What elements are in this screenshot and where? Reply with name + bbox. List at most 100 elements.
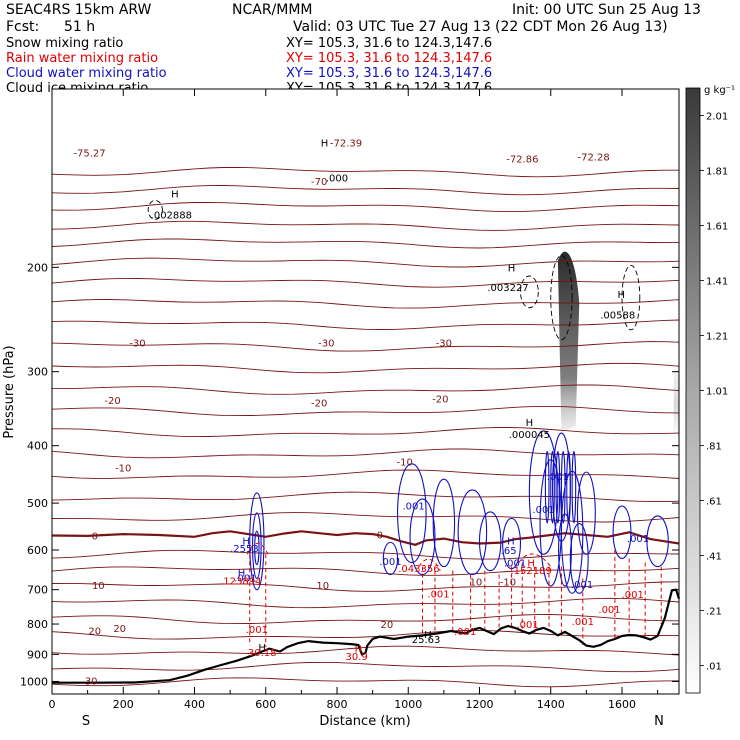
colorbar-tick-label: .21 bbox=[706, 607, 722, 618]
isotherm-line bbox=[51, 549, 680, 560]
snow-contour bbox=[621, 264, 641, 331]
cloud-water-field-xy: XY= 105.3, 31.6 to 124.3,147.6 bbox=[286, 66, 493, 81]
isotherm-label: -20 bbox=[432, 395, 448, 406]
y-tick-label: 500 bbox=[27, 497, 48, 510]
top-isotherm-label: -72.39 bbox=[330, 138, 362, 149]
colorbar-tick-label: 2.01 bbox=[706, 112, 728, 123]
isotherm-line bbox=[52, 427, 680, 438]
snow-contour bbox=[147, 200, 163, 220]
cloud-water-contour bbox=[646, 515, 669, 568]
contour-annotation: .123894 bbox=[220, 577, 261, 588]
colorbar-tick-label: 1.61 bbox=[706, 222, 728, 233]
x-axis-title: Distance (km) bbox=[319, 714, 410, 729]
valid-time: Valid: 03 UTC Tue 27 Aug 13 (22 CDT Mon … bbox=[293, 19, 668, 35]
temperature-isotherms bbox=[51, 166, 680, 688]
y-tick-label: 800 bbox=[27, 618, 48, 631]
isotherm-line bbox=[51, 166, 679, 178]
colorbar-tick-label: 1.41 bbox=[706, 277, 728, 288]
axes: 0 200 400 600 800 1000 1200 1400 160010009008007… bbox=[20, 89, 679, 711]
isotherm-label: -30 bbox=[318, 339, 334, 350]
rain-field-xy: XY= 105.3, 31.6 to 124.3,147.6 bbox=[286, 51, 493, 66]
isotherm-label: 20 bbox=[113, 624, 126, 635]
x-tick-label: 400 bbox=[184, 698, 205, 711]
isotherm-label: -70 bbox=[311, 177, 327, 188]
isotherm-label: -10 bbox=[397, 457, 413, 468]
contour-annotation: .001 bbox=[516, 620, 538, 631]
contour-annotation: .000045 bbox=[509, 430, 550, 441]
isotherm-label: -10 bbox=[115, 463, 131, 474]
colorbar-tick-label: 1.21 bbox=[706, 332, 728, 343]
y-tick-label: 400 bbox=[27, 440, 48, 453]
isotherm-label: -30 bbox=[436, 339, 452, 350]
colorbar bbox=[685, 87, 701, 694]
isotherm-line bbox=[51, 661, 680, 673]
isotherm-line bbox=[51, 645, 680, 656]
cloud-water-contour bbox=[569, 523, 589, 594]
contour-annotation: H bbox=[238, 569, 246, 580]
cloud-water-contour bbox=[249, 492, 265, 591]
colorbar-tick-label: .61 bbox=[706, 497, 722, 508]
cloud-water-core bbox=[571, 450, 577, 524]
contour-annotation: H bbox=[618, 290, 626, 301]
forecast-hour: 51 h bbox=[64, 19, 96, 35]
isotherm-line bbox=[51, 469, 680, 479]
isotherm-label: 10 bbox=[92, 581, 105, 592]
contour-annotation: .001 bbox=[532, 505, 554, 516]
contour-annotation: .152189 bbox=[510, 566, 551, 577]
y-tick-label: 700 bbox=[27, 584, 48, 597]
cloud-water-contour bbox=[457, 489, 488, 576]
colorbar-tick-label: 1.01 bbox=[706, 387, 728, 398]
contour-annotation: H bbox=[258, 643, 266, 654]
cloud-water-contour bbox=[528, 430, 559, 555]
isotherm-line bbox=[51, 405, 680, 417]
isotherm-line bbox=[51, 238, 679, 249]
y-tick-label: 600 bbox=[27, 544, 48, 557]
terrain-line bbox=[52, 588, 681, 684]
contour-annotation: .000 bbox=[326, 173, 348, 184]
contour-annotation: H bbox=[526, 418, 534, 429]
colorbar-tick-label: .41 bbox=[706, 552, 722, 563]
forecast-label: Fcst: bbox=[6, 19, 40, 35]
contour-annotation: H bbox=[242, 536, 250, 547]
contour-annotation: H bbox=[171, 189, 179, 200]
isotherm-line bbox=[51, 319, 680, 330]
isotherm-line bbox=[51, 201, 680, 213]
contour-annotation: .001 bbox=[572, 617, 594, 628]
isotherm-label: -20 bbox=[311, 398, 327, 409]
isotherm-label: 20 bbox=[88, 626, 101, 637]
model-title: SEAC4RS 15km ARW bbox=[6, 2, 152, 18]
contour-annotation: .043356 bbox=[398, 564, 439, 575]
cloud-water-contour bbox=[576, 471, 596, 555]
cloud-water-core bbox=[555, 450, 561, 524]
isotherm-line bbox=[51, 677, 680, 688]
contour-annotation: H bbox=[508, 263, 516, 274]
top-isotherm-label: -72.28 bbox=[577, 153, 609, 164]
contour-labels: -70 -30 -30 -30 -20 -20 -20 -10 -10 0 0 10 10 10 -10 20… bbox=[73, 138, 649, 687]
isotherm-line bbox=[51, 566, 680, 576]
contour-annotation: .001 bbox=[246, 625, 268, 636]
isotherm-label: 10 bbox=[470, 577, 483, 588]
cloud-water-core bbox=[550, 450, 555, 524]
x-tick-label: 1600 bbox=[608, 698, 636, 711]
organization-label: NCAR/MMM bbox=[232, 2, 313, 18]
isotherm-label: -30 bbox=[129, 339, 145, 350]
x-tick-label: 600 bbox=[255, 698, 276, 711]
isotherm-line bbox=[51, 299, 680, 309]
top-isotherm-label: -75.27 bbox=[73, 149, 105, 160]
rain-contour-top bbox=[518, 553, 552, 567]
isotherm-line bbox=[51, 277, 680, 288]
isotherm-line bbox=[52, 384, 680, 395]
north-endpoint-label: N bbox=[654, 714, 664, 729]
contour-annotation: H bbox=[424, 630, 432, 641]
y-tick-label: 200 bbox=[27, 261, 48, 274]
contour-annotation: 30.18 bbox=[248, 648, 277, 659]
contour-annotation: .001 bbox=[622, 590, 644, 601]
contour-annotation: .00588 bbox=[600, 310, 635, 321]
contour-annotation: .003227 bbox=[487, 283, 528, 294]
contour-annotation: H bbox=[527, 559, 535, 570]
isotherm-line bbox=[51, 630, 680, 640]
init-time: Init: 00 UTC Sun 25 Aug 13 bbox=[512, 2, 701, 18]
colorbar-ticks: .01 .21 .41 .61 .81 1.01 1.21 1.41 1.61 1.81 2.01 bbox=[700, 112, 728, 673]
cloud-water-contour bbox=[558, 513, 572, 587]
